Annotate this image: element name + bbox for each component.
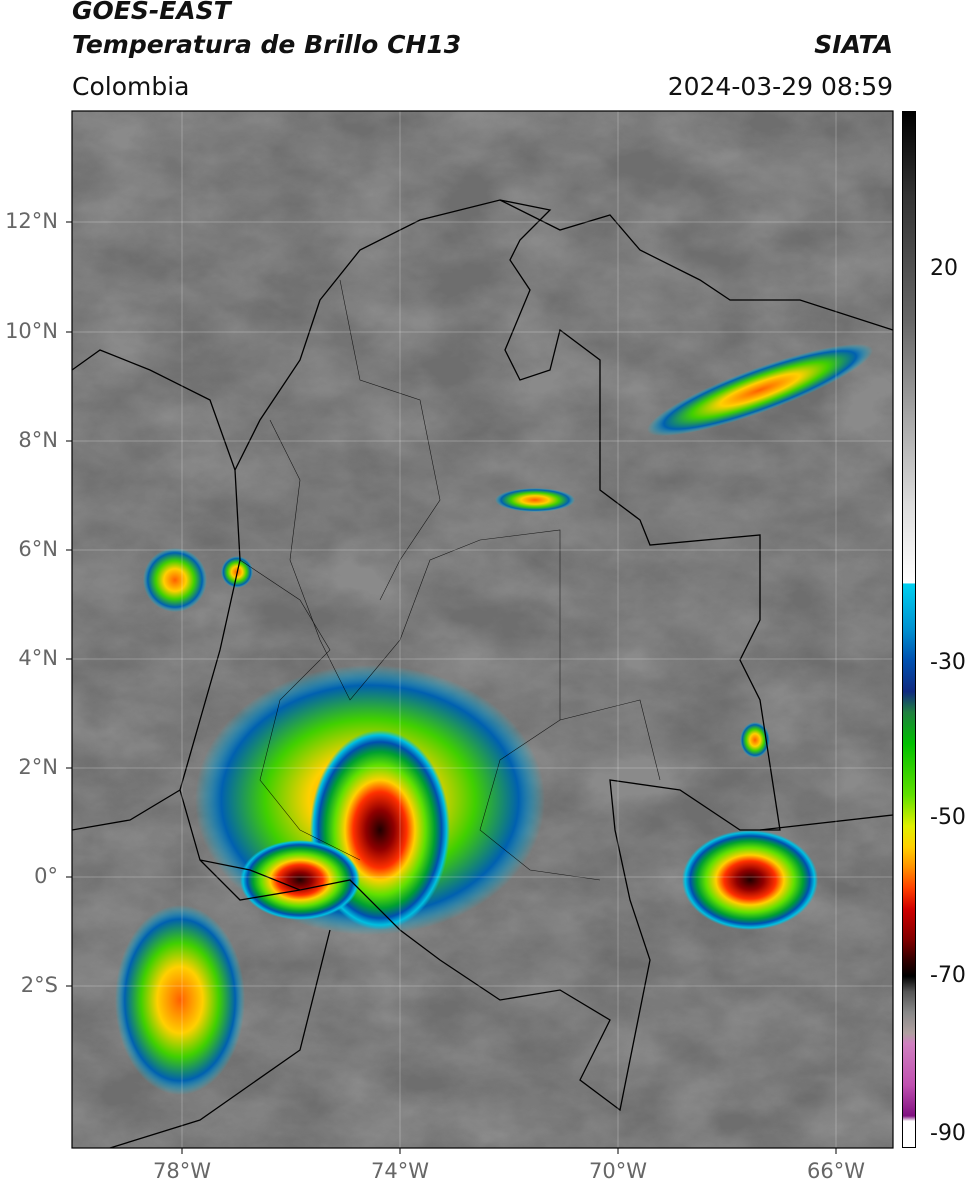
lat-label: 10°N — [5, 319, 58, 343]
colorbar — [902, 111, 916, 1148]
lon-label: 70°W — [589, 1159, 647, 1183]
lat-label: 6°N — [18, 537, 58, 561]
lat-label: 2°N — [18, 755, 58, 779]
colorbar-label: -70 — [930, 963, 966, 988]
timestamp: 2024-03-29 08:59 — [667, 72, 893, 101]
lat-label: 2°S — [21, 973, 58, 997]
lon-label: 66°W — [807, 1159, 865, 1183]
title: GOES-EAST — [72, 0, 231, 25]
colorbar-label: -30 — [930, 650, 966, 675]
colorbar-label: -50 — [930, 805, 966, 830]
lat-label: 4°N — [18, 646, 58, 670]
lon-label: 74°W — [371, 1159, 429, 1183]
lat-label: 8°N — [18, 428, 58, 452]
subtitle: Temperatura de Brillo CH13 — [72, 30, 462, 59]
colorbar-label: 20 — [930, 256, 958, 281]
lat-label: 12°N — [5, 209, 58, 233]
colorbar-label: -90 — [930, 1121, 966, 1146]
region: Colombia — [72, 72, 190, 101]
lon-label: 78°W — [153, 1159, 211, 1183]
lat-label: 0° — [34, 864, 58, 888]
source: SIATA — [814, 30, 893, 59]
